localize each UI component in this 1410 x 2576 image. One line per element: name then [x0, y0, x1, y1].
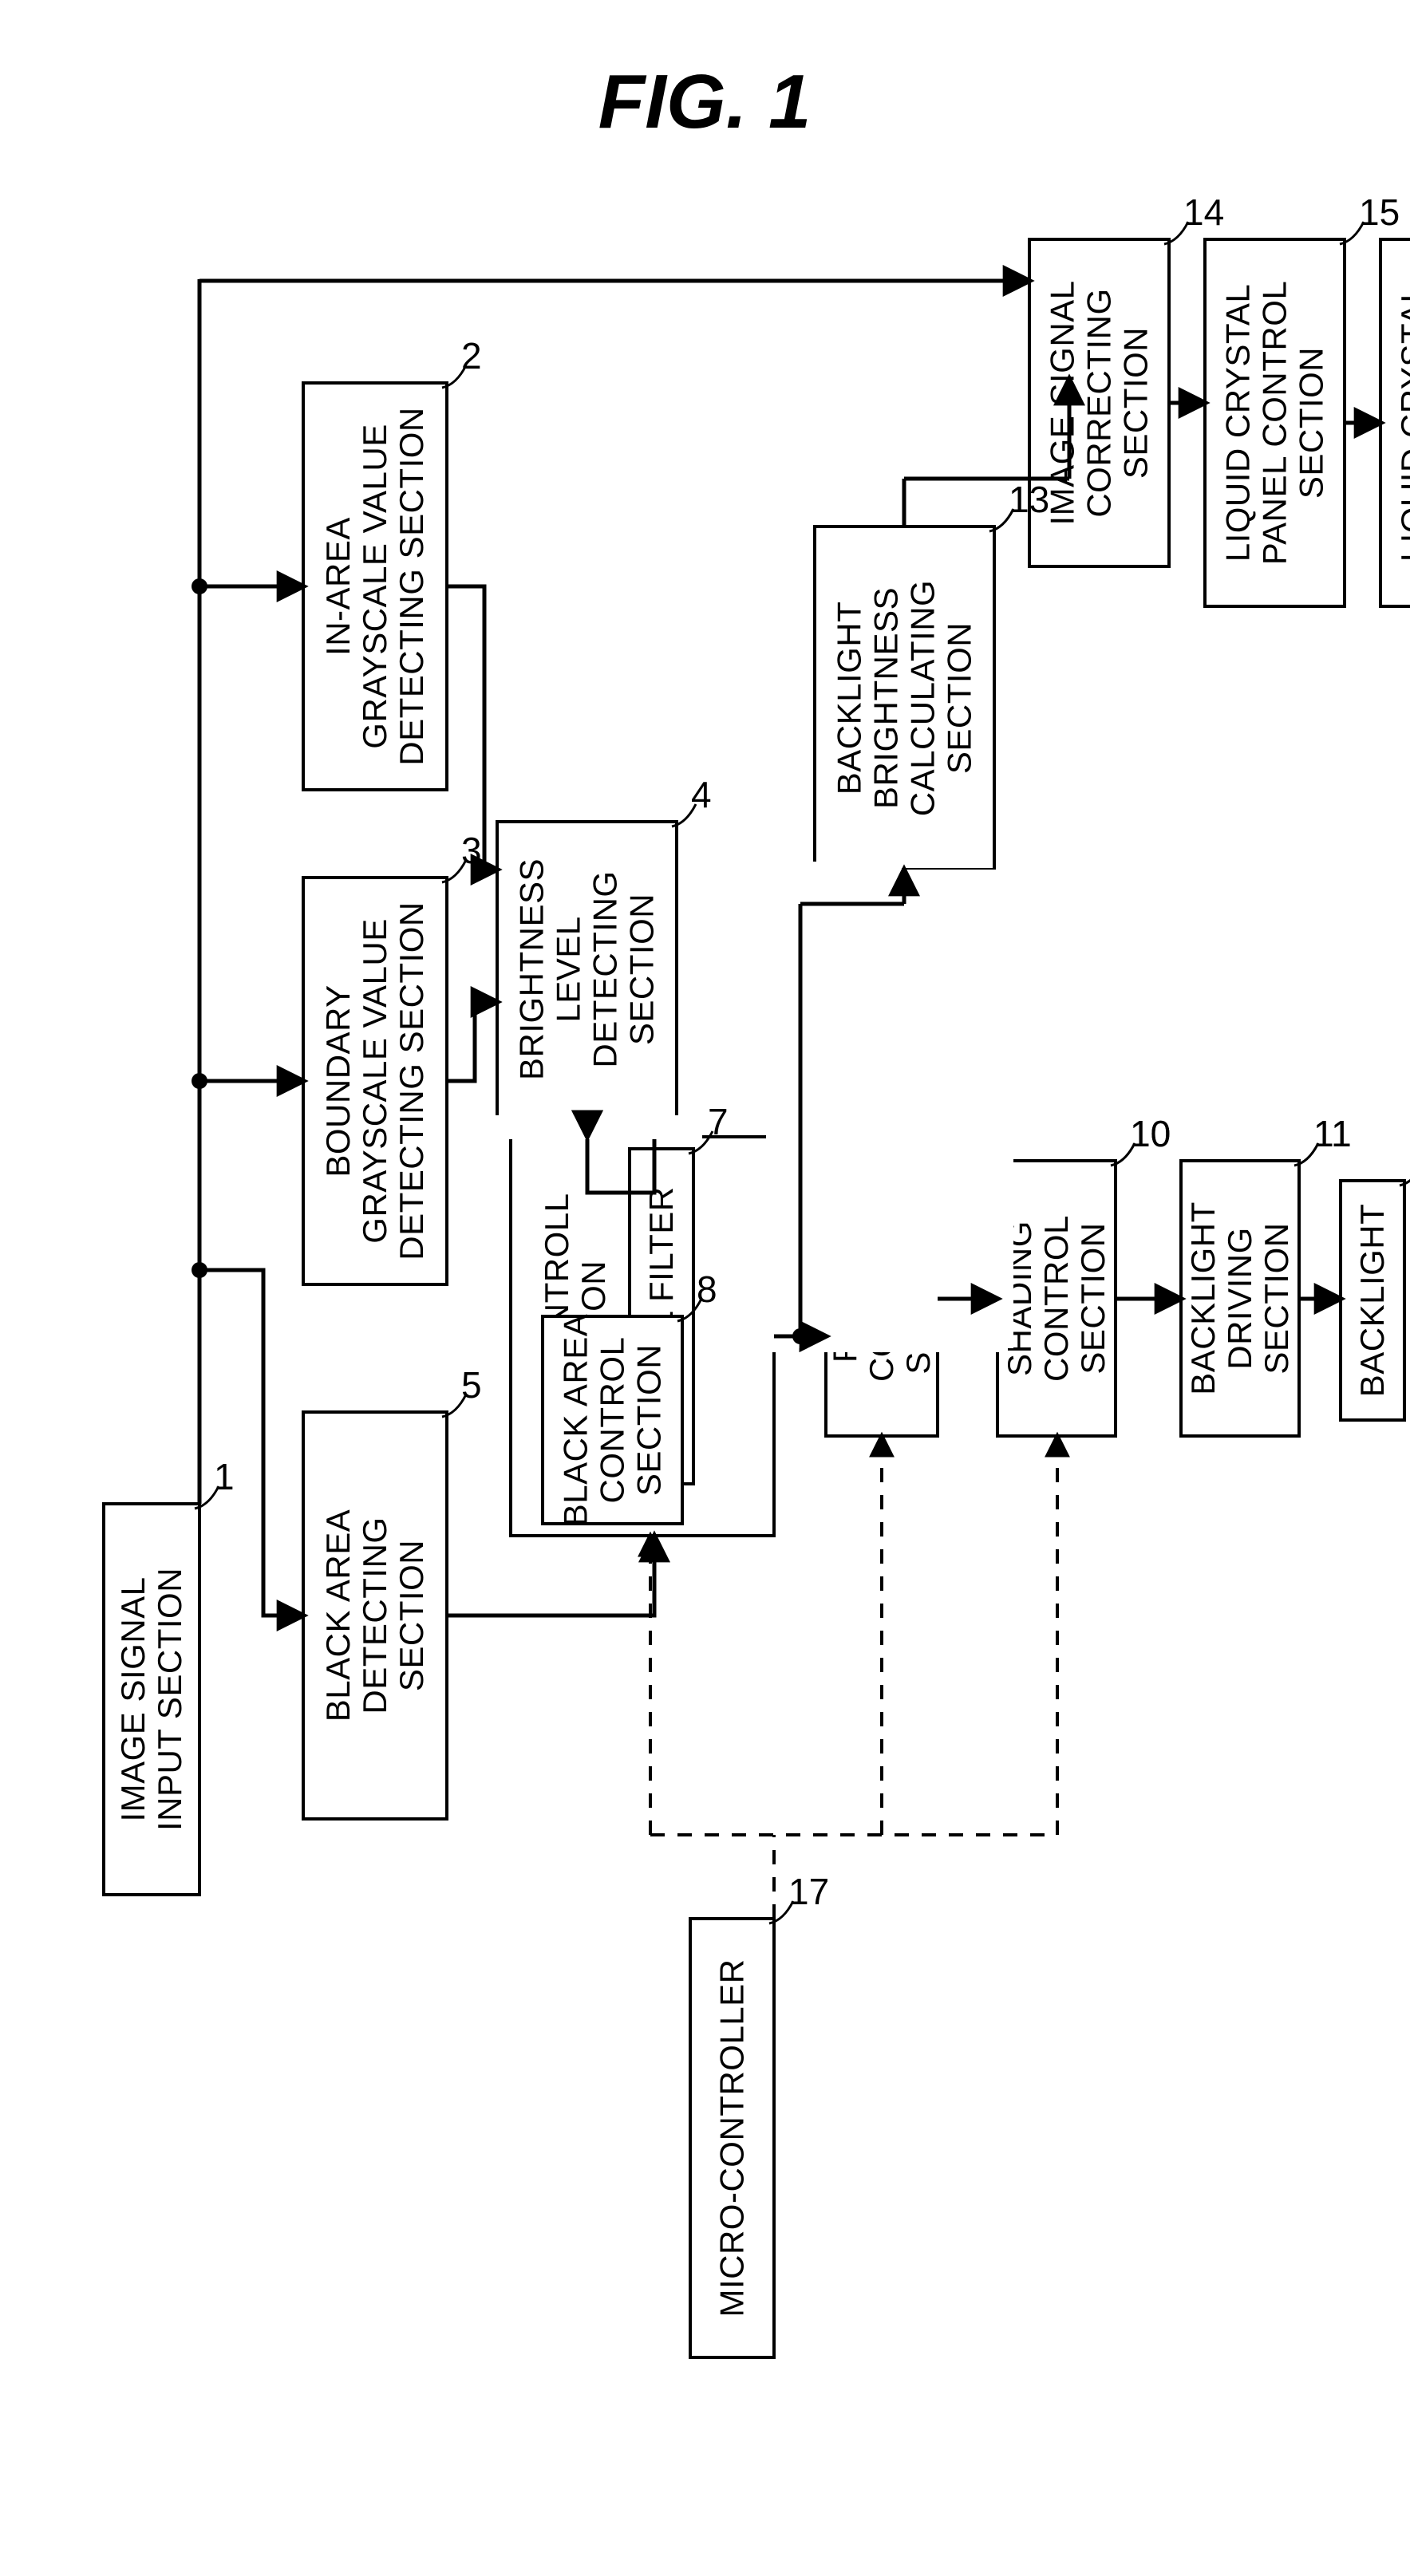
svg-text:11: 11 [1313, 1113, 1352, 1154]
edge-bus-to-5 [199, 1270, 303, 1615]
block-label-line: IN-AREA [319, 517, 357, 656]
svg-text:SECTION: SECTION [941, 622, 978, 774]
svg-text:CONTROL: CONTROL [1037, 1215, 1075, 1382]
block-label-line: BOUNDARY [319, 984, 357, 1177]
svg-text:BACKLIGHT: BACKLIGHT [831, 602, 868, 795]
block-number: 2 [461, 335, 482, 377]
block-label-line: INPUT SECTION [151, 1568, 188, 1831]
svg-text:BACKLIGHT: BACKLIGHT [1184, 1201, 1222, 1395]
svg-text:DRIVING: DRIVING [1221, 1227, 1258, 1370]
edge-3-to-4 [447, 1002, 497, 1081]
block-label: BLACK AREADETECTINGSECTION [319, 1509, 430, 1722]
svg-text:10: 10 [1130, 1113, 1171, 1154]
block-label-line: GRAYSCALE VALUE [356, 424, 393, 748]
block-number: 3 [461, 830, 482, 871]
block-number: 4 [691, 774, 712, 815]
block-label-line: SECTION [630, 1344, 668, 1496]
block-label-line: CORRECTING [1080, 288, 1118, 517]
block-number: 17 [788, 1871, 829, 1912]
block-label-line: PANEL CONTROL [1256, 281, 1293, 566]
block-label: BLACK AREACONTROLSECTION [557, 1314, 668, 1526]
block-label-line: BRIGHTNESS [513, 858, 551, 1080]
block-label: MICRO-CONTROLLER [713, 1959, 751, 2317]
block-label-line: DETECTING SECTION [393, 901, 430, 1260]
block-label-line: BLACK AREA [319, 1509, 357, 1722]
block-label-line: SECTION [1117, 327, 1155, 479]
svg-text:SECTION: SECTION [1258, 1222, 1295, 1374]
block-label-line: IMAGE SIGNAL [114, 1576, 152, 1821]
block-label-line: GRAYSCALE VALUE [356, 918, 393, 1243]
block-label-line: LIQUID CRYSTAL [1219, 284, 1257, 562]
block-label: LIQUID CRYSTALPANEL [1394, 284, 1410, 562]
block-label-line: DETECTING [356, 1517, 393, 1714]
block-label-line: DETECTING [587, 870, 624, 1067]
svg-text:CALCULATING: CALCULATING [904, 580, 942, 816]
block-number: 5 [461, 1364, 482, 1406]
block-label-line: DETECTING SECTION [393, 407, 430, 766]
block-label-line: LIQUID CRYSTAL [1394, 284, 1410, 562]
edge-5-to-6 [447, 1536, 654, 1615]
block-label-line: BLACK AREA [557, 1314, 594, 1526]
block-label-line: LEVEL [550, 916, 587, 1022]
block-number: 15 [1359, 191, 1400, 233]
block-label-line: MICRO-CONTROLLER [713, 1959, 751, 2317]
edge-2-to-4 [447, 586, 497, 870]
svg-text:BACKLIGHT: BACKLIGHT [1353, 1204, 1391, 1398]
block-label-line: SECTION [393, 1540, 430, 1691]
figure-title: FIG. 1 [598, 59, 812, 144]
block-label-line: SECTION [1293, 347, 1330, 499]
svg-text:SECTION: SECTION [1074, 1222, 1112, 1374]
block-number: 8 [697, 1268, 717, 1310]
svg-text:13: 13 [1009, 479, 1049, 520]
block-number: 7 [708, 1101, 729, 1142]
block-label-line: CONTROL [594, 1337, 631, 1504]
block-number: 14 [1183, 191, 1224, 233]
block-number: 1 [214, 1456, 235, 1497]
svg-text:BRIGHTNESS: BRIGHTNESS [867, 587, 905, 809]
block-label: IMAGE SIGNALINPUT SECTION [114, 1568, 188, 1831]
block-label-line: SECTION [623, 894, 661, 1045]
